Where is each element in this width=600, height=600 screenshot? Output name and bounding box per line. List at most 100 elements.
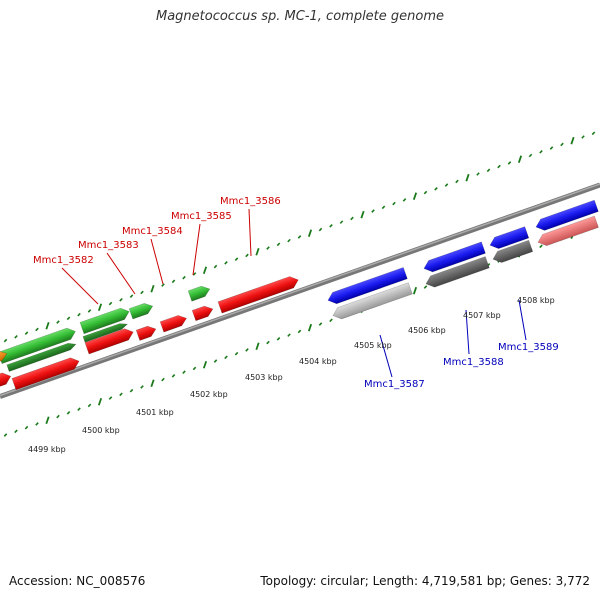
- major-tick: [255, 247, 260, 256]
- kbp-tick-label: 4508 kbp: [517, 296, 555, 305]
- minor-tick: [129, 388, 134, 393]
- minor-tick: [161, 377, 165, 382]
- minor-tick: [497, 164, 501, 169]
- kbp-tick-label: 4507 kbp: [463, 311, 501, 320]
- minor-tick: [224, 261, 228, 265]
- gene-gray-1: [425, 256, 490, 288]
- kbp-tick-label: 4504 kbp: [299, 357, 337, 366]
- minor-tick: [182, 370, 186, 374]
- accession-label: Accession: NC_008576: [9, 574, 146, 588]
- gene-green-6: [187, 285, 211, 302]
- gene-red-6-shape: [191, 305, 214, 322]
- callout-line-reverse: [518, 299, 527, 341]
- minor-tick: [171, 374, 176, 378]
- minor-tick: [266, 340, 270, 345]
- gene-red-7: [217, 276, 299, 314]
- minor-tick: [276, 242, 281, 247]
- minor-tick: [171, 279, 176, 284]
- gene-pink-1: [537, 215, 599, 247]
- minor-tick: [24, 425, 29, 430]
- gene-green-6-shape: [187, 285, 211, 302]
- gene-label-reverse: Mmc1_3589: [498, 342, 559, 353]
- gene-lightgray-1: [332, 282, 413, 320]
- major-tick: [517, 155, 523, 163]
- gene-blue-3: [489, 226, 530, 249]
- major-tick: [360, 210, 365, 219]
- minor-tick: [329, 224, 333, 228]
- minor-tick: [56, 414, 60, 419]
- gene-red-6: [191, 305, 214, 322]
- gene-lightgray-1-shape: [332, 282, 413, 320]
- kbp-tick-label: 4506 kbp: [408, 326, 446, 335]
- minor-tick: [318, 322, 323, 326]
- minor-tick: [56, 320, 60, 324]
- gene-orange-1-shape: [0, 350, 8, 365]
- kbp-tick-label: 4501 kbp: [136, 408, 174, 417]
- minor-tick: [402, 198, 407, 202]
- gene-green-1-shape: [0, 327, 76, 365]
- kbp-tick-label: 4502 kbp: [190, 390, 228, 399]
- major-tick: [45, 321, 50, 330]
- gene-blue-4: [535, 199, 599, 231]
- major-tick: [570, 136, 575, 145]
- gene-blue-2: [423, 241, 486, 273]
- minor-tick: [245, 348, 249, 352]
- gene-green-5-shape: [128, 302, 154, 320]
- genome-backbone: [0, 182, 600, 399]
- minor-tick: [434, 187, 438, 191]
- minor-tick: [35, 327, 39, 332]
- gene-red-2: [11, 357, 80, 391]
- major-tick: [412, 192, 418, 201]
- gene-features: [0, 199, 599, 391]
- gene-callouts: Mmc1_3582 Mmc1_3583 Mmc1_3584 Mmc1_3585 Mmc1…: [33, 196, 559, 390]
- minor-tick: [245, 253, 249, 258]
- minor-tick: [192, 272, 197, 276]
- minor-tick: [423, 190, 428, 195]
- minor-tick: [549, 146, 554, 150]
- minor-tick: [234, 257, 239, 261]
- minor-tick: [87, 309, 92, 313]
- gene-red-3-shape: [84, 328, 134, 355]
- minor-tick: [24, 331, 29, 335]
- kbp-tick-label: 4499 kbp: [28, 445, 66, 454]
- gene-red-2-shape: [11, 357, 80, 391]
- minor-tick: [3, 433, 8, 437]
- minor-tick: [192, 366, 197, 371]
- minor-tick: [234, 351, 239, 356]
- gene-label-forward: Mmc1_3585: [171, 211, 232, 222]
- minor-tick: [66, 411, 71, 415]
- minor-tick: [329, 318, 333, 323]
- minor-tick: [213, 359, 218, 363]
- forward-tick-track: [3, 131, 596, 343]
- genome-summary: Topology: circular; Length: 4,719,581 bp…: [260, 574, 590, 588]
- gene-red-5: [159, 315, 187, 333]
- map-title: Magnetococcus sp. MC-1, complete genome: [155, 9, 445, 24]
- gene-label-forward: Mmc1_3586: [220, 196, 281, 207]
- gene-label-forward: Mmc1_3582: [33, 255, 94, 266]
- minor-tick: [381, 205, 386, 210]
- gene-red-4: [135, 325, 157, 341]
- minor-tick: [3, 338, 8, 343]
- minor-tick: [297, 329, 302, 334]
- major-tick: [202, 266, 208, 275]
- gene-label-reverse: Mmc1_3588: [443, 357, 504, 368]
- gene-red-5-shape: [159, 315, 187, 333]
- gene-blue-2-shape: [423, 241, 486, 273]
- major-tick: [202, 360, 208, 369]
- gene-green-4-shape: [82, 323, 129, 343]
- major-tick: [307, 229, 313, 238]
- minor-tick: [108, 396, 113, 400]
- major-tick: [45, 416, 50, 425]
- callout-line-forward: [192, 223, 201, 276]
- minor-tick: [87, 403, 92, 408]
- gene-blue-4-shape: [535, 199, 599, 231]
- minor-tick: [119, 392, 123, 397]
- gene-green-3-shape: [79, 307, 130, 335]
- gene-blue-1-shape: [327, 267, 408, 305]
- kbp-tick-label: 4505 kbp: [354, 341, 392, 350]
- gene-green-2: [6, 342, 77, 372]
- minor-tick: [423, 285, 428, 289]
- minor-tick: [35, 422, 39, 426]
- gene-green-1: [0, 327, 76, 365]
